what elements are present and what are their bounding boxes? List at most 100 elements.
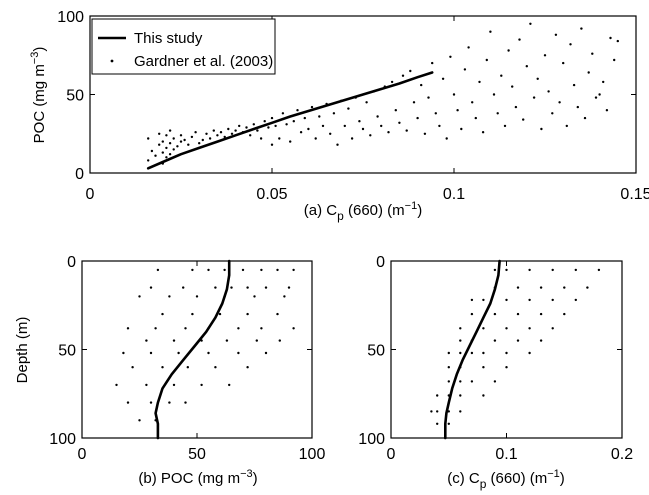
data-point	[580, 27, 583, 30]
y-tick-label: 100	[49, 431, 76, 448]
data-point	[208, 137, 212, 140]
y-tick-label: 0	[67, 254, 76, 271]
data-point	[168, 153, 172, 156]
legend-entry-this-study: This study	[134, 30, 203, 47]
data-point	[511, 85, 514, 88]
data-point	[563, 312, 566, 316]
data-point	[409, 69, 412, 73]
x-tick-label: 0	[387, 446, 396, 463]
data-point	[562, 61, 565, 65]
data-point	[365, 101, 368, 104]
data-point	[147, 137, 150, 140]
legend: This study Gardner et al. (2003)	[91, 18, 276, 75]
data-point	[482, 298, 485, 302]
data-point	[191, 312, 194, 316]
data-point	[246, 286, 249, 289]
data-point	[172, 137, 175, 140]
data-point	[223, 135, 226, 139]
data-point	[576, 105, 579, 109]
data-point	[214, 286, 217, 289]
data-point	[361, 127, 365, 131]
data-point	[492, 93, 496, 96]
data-point	[161, 312, 164, 316]
data-point	[347, 107, 350, 110]
data-point	[482, 394, 485, 397]
data-point	[186, 366, 189, 369]
data-point	[459, 410, 462, 413]
data-point	[147, 159, 150, 162]
data-point	[200, 339, 203, 342]
data-point	[540, 127, 543, 131]
data-point	[376, 115, 379, 118]
data-point	[256, 129, 259, 132]
data-point	[237, 351, 240, 355]
data-point	[249, 134, 252, 137]
panel-c-ticks: 0 0.1 0.2 0 50 100	[358, 254, 633, 463]
data-point	[198, 142, 201, 145]
data-point	[372, 90, 376, 93]
data-point	[401, 74, 405, 77]
data-point	[184, 401, 187, 404]
data-point	[447, 380, 450, 383]
data-point	[445, 137, 448, 140]
data-point	[149, 351, 153, 355]
data-point	[522, 118, 525, 121]
data-point	[336, 143, 339, 146]
data-point	[246, 366, 249, 369]
data-point	[528, 351, 531, 355]
data-point	[470, 312, 474, 316]
data-point	[551, 327, 554, 330]
data-point	[518, 38, 521, 41]
data-point	[489, 30, 492, 33]
data-point	[270, 116, 274, 120]
data-point	[238, 124, 241, 128]
data-point	[505, 298, 508, 302]
panel-b-ylabel: Depth (m)	[14, 317, 31, 384]
data-point	[390, 80, 394, 84]
data-point	[190, 135, 194, 139]
data-point	[172, 383, 176, 387]
data-point	[516, 286, 520, 289]
data-point	[459, 351, 462, 355]
data-point	[241, 131, 245, 134]
data-point	[227, 127, 230, 131]
data-point	[597, 268, 601, 272]
data-point	[207, 268, 210, 272]
data-point	[505, 351, 508, 355]
data-point	[525, 65, 528, 68]
data-point	[252, 123, 255, 126]
data-point	[234, 129, 237, 132]
data-point	[539, 339, 543, 342]
data-point	[587, 71, 590, 74]
data-point	[528, 327, 531, 330]
data-point	[605, 109, 609, 112]
x-tick-label: 0.2	[611, 446, 633, 463]
data-point	[172, 148, 175, 151]
data-point	[318, 115, 321, 118]
data-point	[436, 394, 439, 397]
data-point	[459, 366, 462, 369]
data-point	[216, 134, 219, 137]
data-point	[145, 339, 148, 342]
data-point	[514, 105, 518, 109]
data-point	[276, 312, 279, 316]
data-point	[179, 140, 183, 143]
panel-b-frame	[81, 260, 313, 439]
panel-a: 0 0.05 0.1 0.15 0 50 100 This study Gardner et…	[29, 9, 649, 223]
data-point	[194, 131, 197, 134]
data-point	[583, 116, 587, 120]
data-point	[539, 286, 543, 289]
legend-entry-gardner: Gardner et al. (2003)	[134, 53, 273, 70]
data-point	[219, 131, 223, 134]
data-point	[467, 46, 470, 49]
data-point	[131, 366, 134, 369]
data-point	[528, 298, 531, 302]
data-point	[126, 327, 130, 330]
data-point	[496, 112, 499, 115]
data-point	[184, 327, 187, 330]
data-point	[394, 109, 397, 112]
data-point	[616, 39, 619, 43]
data-point	[253, 295, 256, 298]
data-point	[283, 295, 286, 298]
